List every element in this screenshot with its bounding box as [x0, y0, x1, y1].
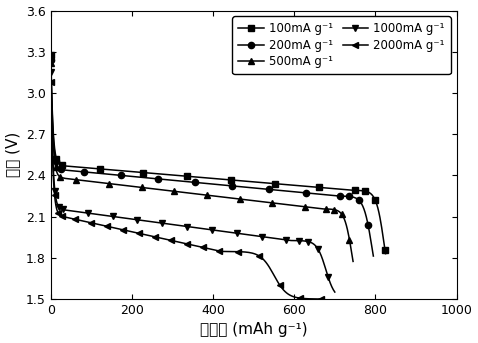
2000mA g⁻¹	[283, 291, 289, 295]
1000mA g⁻¹	[57, 206, 63, 210]
500mA g⁻¹	[57, 175, 63, 179]
500mA g⁻¹	[350, 259, 356, 263]
200mA g⁻¹	[148, 176, 154, 180]
1000mA g⁻¹	[280, 237, 285, 241]
100mA g⁻¹	[82, 166, 88, 170]
Line: 2000mA g⁻¹: 2000mA g⁻¹	[48, 79, 326, 302]
2000mA g⁻¹	[48, 80, 54, 84]
100mA g⁻¹	[371, 196, 377, 200]
1000mA g⁻¹	[133, 217, 139, 222]
200mA g⁻¹	[327, 193, 333, 197]
Line: 500mA g⁻¹: 500mA g⁻¹	[48, 60, 356, 264]
200mA g⁻¹	[358, 201, 364, 205]
100mA g⁻¹	[185, 174, 190, 178]
500mA g⁻¹	[80, 178, 86, 182]
200mA g⁻¹	[370, 254, 376, 258]
500mA g⁻¹	[48, 61, 54, 65]
100mA g⁻¹	[383, 252, 389, 256]
2000mA g⁻¹	[213, 248, 219, 252]
100mA g⁻¹	[48, 52, 54, 57]
200mA g⁻¹	[48, 58, 54, 62]
2000mA g⁻¹	[111, 226, 117, 230]
200mA g⁻¹	[81, 170, 87, 174]
200mA g⁻¹	[178, 179, 184, 183]
1000mA g⁻¹	[316, 249, 322, 253]
Y-axis label: 电压 (V): 电压 (V)	[6, 132, 21, 177]
2000mA g⁻¹	[72, 217, 78, 221]
2000mA g⁻¹	[320, 297, 326, 301]
100mA g⁻¹	[57, 162, 63, 166]
100mA g⁻¹	[340, 188, 346, 192]
500mA g⁻¹	[339, 213, 345, 217]
1000mA g⁻¹	[77, 210, 83, 214]
Line: 200mA g⁻¹: 200mA g⁻¹	[48, 57, 377, 259]
2000mA g⁻¹	[57, 213, 63, 217]
100mA g⁻¹	[153, 172, 159, 176]
Line: 1000mA g⁻¹: 1000mA g⁻¹	[48, 69, 338, 295]
1000mA g⁻¹	[158, 221, 163, 225]
X-axis label: 比容量 (mAh g⁻¹): 比容量 (mAh g⁻¹)	[200, 322, 307, 338]
2000mA g⁻¹	[128, 229, 134, 234]
500mA g⁻¹	[172, 189, 177, 193]
1000mA g⁻¹	[332, 290, 337, 294]
200mA g⁻¹	[57, 166, 63, 170]
Line: 100mA g⁻¹: 100mA g⁻¹	[48, 51, 389, 257]
1000mA g⁻¹	[48, 70, 54, 74]
500mA g⁻¹	[311, 206, 317, 210]
Legend: 100mA g⁻¹, 200mA g⁻¹, 500mA g⁻¹, 1000mA g⁻¹, 2000mA g⁻¹: 100mA g⁻¹, 200mA g⁻¹, 500mA g⁻¹, 1000mA …	[232, 16, 451, 74]
500mA g⁻¹	[143, 186, 149, 190]
